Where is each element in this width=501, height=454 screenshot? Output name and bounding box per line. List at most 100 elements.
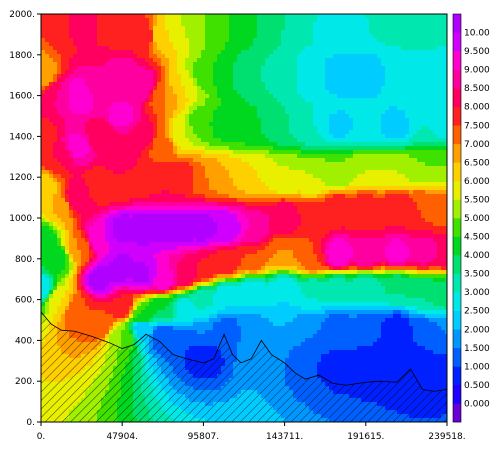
field-cell	[201, 98, 206, 103]
field-cell	[121, 234, 126, 239]
field-cell	[57, 286, 62, 291]
field-cell	[149, 254, 154, 259]
field-cell	[121, 90, 126, 95]
field-cell	[165, 254, 170, 259]
field-cell	[205, 66, 210, 71]
field-cell	[201, 314, 206, 319]
field-cell	[85, 186, 90, 191]
field-cell	[185, 54, 190, 59]
field-cell	[221, 246, 226, 251]
field-cell	[61, 146, 66, 151]
field-cell	[113, 290, 118, 295]
field-cell	[209, 50, 214, 55]
field-cell	[77, 50, 82, 55]
field-cell	[233, 190, 238, 195]
field-cell	[193, 62, 198, 67]
field-cell	[177, 30, 182, 35]
field-cell	[141, 166, 146, 171]
field-cell	[209, 278, 214, 283]
field-cell	[189, 198, 194, 203]
field-cell	[81, 38, 86, 43]
field-cell	[173, 318, 178, 323]
field-cell	[117, 298, 122, 303]
field-cell	[213, 130, 218, 135]
field-cell	[41, 154, 46, 159]
field-cell	[209, 166, 214, 171]
field-cell	[233, 330, 238, 335]
field-cell	[65, 102, 70, 107]
field-cell	[193, 182, 198, 187]
field-cell	[109, 54, 114, 59]
field-cell	[161, 210, 166, 215]
field-cell	[181, 186, 186, 191]
field-cell	[205, 322, 210, 327]
field-cell	[73, 214, 78, 219]
field-cell	[233, 146, 238, 151]
field-cell	[41, 166, 46, 171]
field-cell	[129, 126, 134, 131]
field-cell	[73, 162, 78, 167]
field-cell	[137, 14, 142, 19]
field-cell	[185, 258, 190, 263]
field-cell	[221, 270, 226, 275]
field-cell	[105, 18, 110, 23]
field-cell	[93, 142, 98, 147]
field-cell	[177, 178, 182, 183]
field-cell	[233, 354, 238, 359]
field-cell	[153, 322, 158, 327]
field-cell	[101, 118, 106, 123]
field-cell	[169, 262, 174, 267]
field-cell	[53, 14, 58, 19]
field-cell	[177, 170, 182, 175]
field-cell	[93, 238, 98, 243]
field-cell	[157, 326, 162, 331]
field-cell	[73, 198, 78, 203]
field-cell	[177, 26, 182, 31]
field-cell	[65, 282, 70, 287]
field-cell	[221, 134, 226, 139]
field-cell	[209, 150, 214, 155]
field-cell	[225, 90, 230, 95]
field-cell	[61, 254, 66, 259]
field-cell	[217, 158, 222, 163]
field-cell	[213, 134, 218, 139]
field-cell	[93, 102, 98, 107]
field-cell	[77, 270, 82, 275]
field-cell	[209, 126, 214, 131]
field-cell	[121, 86, 126, 91]
field-cell	[93, 34, 98, 39]
field-cell	[169, 106, 174, 111]
field-cell	[41, 202, 46, 207]
field-cell	[221, 22, 226, 27]
field-cell	[113, 202, 118, 207]
field-cell	[185, 354, 190, 359]
field-cell	[81, 126, 86, 131]
field-cell	[133, 94, 138, 99]
field-cell	[105, 134, 110, 139]
field-cell	[69, 274, 74, 279]
field-cell	[165, 270, 170, 275]
field-cell	[197, 130, 202, 135]
field-cell	[125, 82, 130, 87]
field-cell	[45, 110, 50, 115]
field-cell	[189, 26, 194, 31]
field-cell	[101, 30, 106, 35]
field-cell	[197, 226, 202, 231]
field-cell	[121, 26, 126, 31]
field-cell	[61, 46, 66, 51]
field-cell	[73, 258, 78, 263]
field-cell	[205, 162, 210, 167]
field-cell	[93, 54, 98, 59]
field-cell	[81, 166, 86, 171]
field-cell	[213, 26, 218, 31]
field-cell	[73, 42, 78, 47]
field-cell	[89, 326, 94, 331]
field-cell	[233, 82, 238, 87]
field-cell	[209, 262, 214, 267]
field-cell	[233, 298, 238, 303]
field-cell	[181, 190, 186, 195]
field-cell	[117, 58, 122, 63]
field-cell	[229, 346, 234, 351]
field-cell	[149, 66, 154, 71]
field-cell	[185, 146, 190, 151]
